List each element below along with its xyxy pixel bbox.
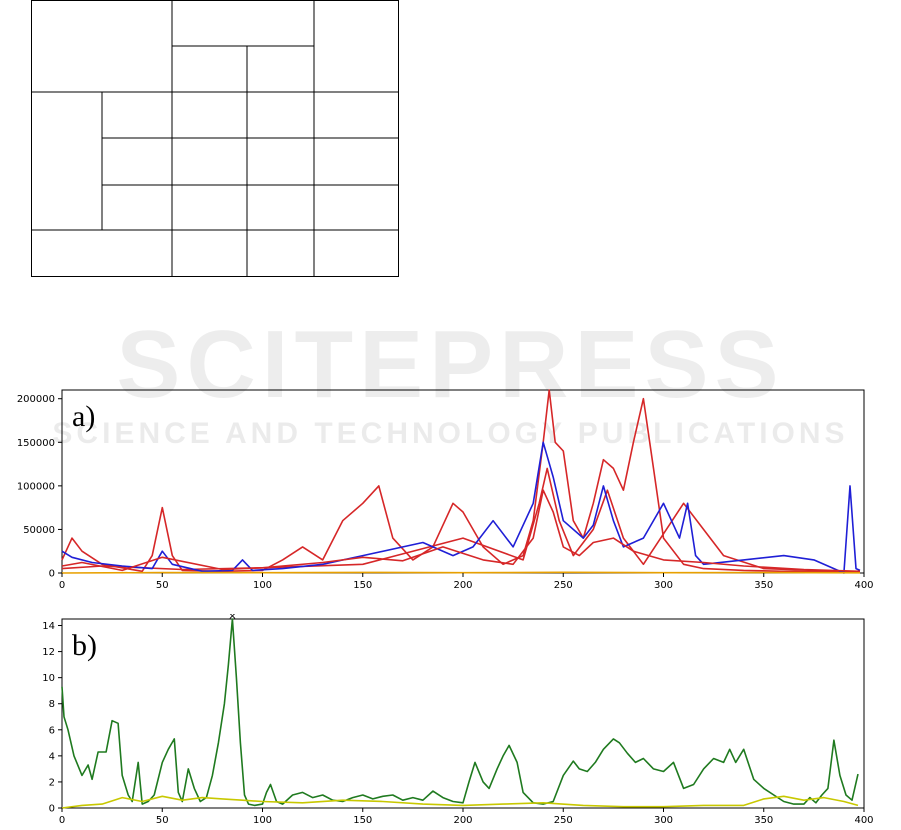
chart-b-xtick-label: 350	[754, 815, 773, 826]
chart-a-ytick-label: 150000	[17, 438, 55, 449]
chart-a: 0 50 100 150 200 250 300 350 400 0 50000 100000 1500…	[0, 385, 901, 600]
chart-a-series-2	[61, 441, 861, 574]
chart-b-series-0	[61, 618, 859, 807]
chart-a-xtick-label: 0	[59, 580, 65, 591]
chart-a-xtick-label: 200	[453, 580, 472, 591]
chart-a-panel-label: a)	[72, 400, 95, 433]
chart-a-xtick-label: 100	[253, 580, 272, 591]
chart-a-svg: 0 50 100 150 200 250 300 350 400 0 50000 100000 1500…	[17, 389, 874, 591]
chart-a-xtick-label: 250	[554, 580, 573, 591]
chart-b-ytick-label: 14	[42, 621, 55, 632]
chart-a-ytick-label: 100000	[17, 481, 55, 492]
chart-b-xtick-label: 50	[156, 815, 169, 826]
chart-a-series-1	[61, 467, 861, 573]
chart-a-series-3	[61, 489, 861, 573]
chart-a-series-0	[61, 389, 861, 573]
chart-b-xtick-label: 250	[554, 815, 573, 826]
chart-a-xtick-label: 400	[854, 580, 873, 591]
chart-a-xtick-label: 350	[754, 580, 773, 591]
chart-b-ytick-label: 2	[49, 777, 55, 788]
chart-b-svg: 0 50 100 150 200 250 300 350 400 0 2 4 6 8 10 12 14 × b)	[42, 611, 873, 826]
chart-b-ytick-label: 4	[49, 751, 55, 762]
chart-b-xtick-label: 100	[253, 815, 272, 826]
chart-b-ytick-label: 8	[49, 699, 55, 710]
chart-b-panel-label: b)	[72, 629, 97, 662]
chart-a-series-4	[61, 571, 861, 574]
chart-a-frame	[61, 389, 865, 574]
chart-a-xtick-label: 300	[654, 580, 673, 591]
chart-b-xtick-label: 150	[353, 815, 372, 826]
chart-a-ytick-label: 0	[49, 569, 55, 580]
chart-b-xtick-label: 400	[854, 815, 873, 826]
empty-grid-table	[31, 0, 399, 277]
chart-b-xtick-label: 300	[654, 815, 673, 826]
chart-a-ytick-label: 200000	[17, 394, 55, 405]
chart-b: 0 50 100 150 200 250 300 350 400 0 2 4 6 8 10 12 14 × b)	[0, 611, 901, 826]
chart-b-ytick-label: 12	[42, 647, 55, 658]
chart-b-ytick-label: 0	[49, 804, 55, 815]
chart-a-xtick-label: 50	[156, 580, 169, 591]
chart-a-ytick-label: 50000	[23, 525, 55, 536]
chart-b-series-1	[61, 795, 859, 809]
grid-table-lines	[31, 0, 399, 277]
chart-b-xtick-label: 0	[59, 815, 65, 826]
chart-b-frame	[61, 618, 865, 809]
chart-b-ytick-label: 6	[49, 725, 55, 736]
chart-a-xtick-label: 150	[353, 580, 372, 591]
chart-b-peak-marker: ×	[228, 614, 236, 622]
chart-b-xtick-label: 200	[453, 815, 472, 826]
chart-b-ytick-label: 10	[42, 673, 55, 684]
